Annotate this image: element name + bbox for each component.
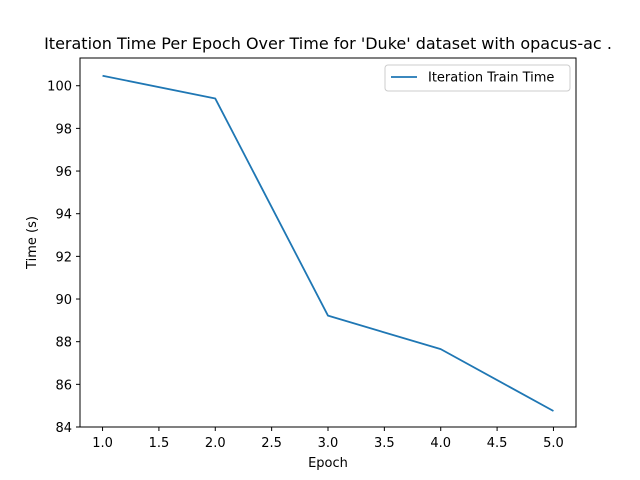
- y-tick-label: 98: [55, 122, 72, 137]
- x-tick-label: 3.5: [374, 436, 395, 451]
- chart-title: Iteration Time Per Epoch Over Time for '…: [44, 34, 612, 53]
- x-axis-label: Epoch: [308, 456, 348, 471]
- y-tick-label: 88: [55, 336, 72, 351]
- x-tick-label: 5.0: [543, 436, 564, 451]
- x-tick-label: 3.0: [318, 436, 339, 451]
- x-tick-label: 1.0: [92, 436, 113, 451]
- x-axis-ticks: 1.0 1.5 2.0 2.5 3.0 3.5 4.0 4.5 5.0: [92, 427, 564, 451]
- legend-entry-label: Iteration Train Time: [428, 71, 554, 86]
- y-axis-ticks: 84 86 88 90 92 94 96 98 100: [47, 80, 80, 436]
- y-tick-label: 90: [55, 293, 72, 308]
- y-axis-label: Time (s): [25, 216, 40, 270]
- y-tick-label: 100: [47, 80, 72, 95]
- y-tick-label: 86: [55, 378, 72, 393]
- y-tick-label: 94: [55, 208, 72, 223]
- x-tick-label: 4.0: [430, 436, 451, 451]
- series-layer: [102, 74, 554, 412]
- y-tick-label: 96: [55, 165, 72, 180]
- legend-box: [384, 64, 571, 92]
- x-tick-label: 4.5: [487, 436, 508, 451]
- y-tick-label: 92: [55, 250, 72, 265]
- legend: Iteration Train Time: [384, 64, 571, 92]
- x-tick-label: 1.5: [149, 436, 170, 451]
- plot-area-frame: [79, 57, 577, 428]
- x-tick-label: 2.0: [205, 436, 226, 451]
- x-tick-label: 2.5: [261, 436, 282, 451]
- y-tick-label: 84: [55, 421, 72, 436]
